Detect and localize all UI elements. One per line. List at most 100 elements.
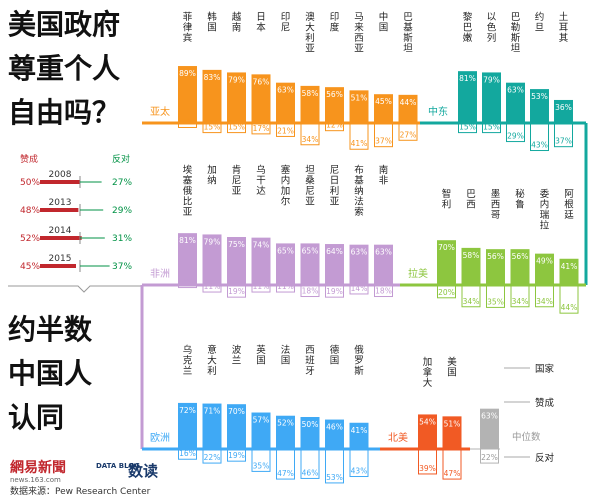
approve-label: 72% [179, 406, 196, 415]
country-africa: 南非 63% 18% [374, 164, 393, 298]
oppose-label: 34% [512, 297, 529, 306]
oppose-bar [227, 448, 246, 462]
trend-approve-bar [40, 208, 79, 212]
approve-label: 63% [507, 86, 524, 95]
country-name: 德国 [330, 344, 340, 367]
approve-label: 63% [351, 248, 368, 257]
oppose-label: 11% [253, 282, 270, 291]
country-latam: 秘鲁 56% 34% [510, 188, 530, 308]
trend-oppose-bar [80, 237, 105, 239]
country-asia: 巴基斯坦 44% 27% [398, 12, 418, 141]
approve-label: 83% [204, 73, 221, 82]
country-name: 日本 [256, 12, 266, 34]
approve-bar [374, 94, 393, 123]
title-question: 美国政府 尊重个人 自由吗？ [8, 8, 120, 129]
approve-bar [458, 71, 477, 123]
oppose-label: 19% [228, 287, 245, 296]
median-oppose-label: 22% [481, 453, 498, 462]
approve-label: 71% [204, 407, 221, 416]
approve-label: 70% [438, 243, 455, 252]
oppose-bar [178, 448, 197, 460]
country-africa: 乌干达 74% 11% [251, 164, 271, 293]
trend-year: 2015 [49, 254, 72, 264]
legend-approve: 赞成 [535, 397, 555, 409]
country-europe: 英国 57% 35% [251, 344, 271, 472]
approve-label: 64% [326, 247, 343, 256]
approve-bar [325, 419, 344, 449]
country-asia: 菲律宾 89% 7% [178, 11, 197, 128]
approve-label: 45% [375, 97, 392, 106]
approve-bar [510, 249, 530, 285]
oppose-label: 22% [204, 453, 221, 462]
approve-label: 79% [228, 75, 245, 84]
oppose-label: 17% [253, 124, 270, 133]
oppose-bar [398, 122, 418, 141]
approve-label: 51% [351, 93, 368, 102]
oppose-label: 39% [419, 464, 436, 473]
country-name: 中国 [379, 11, 389, 34]
oppose-label: 11% [277, 282, 294, 291]
legend-oppose: 反对 [535, 452, 555, 464]
trend-oppose-value: 37% [112, 262, 132, 272]
approve-bar [227, 72, 246, 123]
oppose-label: 18% [302, 287, 319, 296]
country-africa: 布基纳法索 63% 14% [349, 164, 369, 295]
oppose-bar [276, 284, 295, 293]
trend-approve-bar [40, 180, 80, 184]
country-name: 土耳其 [559, 11, 569, 44]
approve-label: 76% [253, 77, 270, 86]
oppose-label: 18% [375, 287, 392, 296]
oppose-bar [535, 284, 554, 308]
oppose-label: 34% [536, 297, 553, 306]
oppose-bar [437, 284, 456, 299]
approve-label: 46% [326, 423, 343, 432]
country-europe: 德国 46% 53% [325, 344, 344, 484]
answer-line-3: 认同 [8, 401, 64, 434]
legend-country: 国家 [535, 363, 555, 375]
country-asia: 日本 76% 17% [251, 12, 271, 135]
approve-label: 75% [228, 240, 245, 249]
country-latam: 智利 70% 20% [437, 188, 456, 299]
oppose-bar [227, 284, 246, 298]
oppose-label: 27% [400, 130, 417, 139]
approve-label: 57% [253, 416, 270, 425]
oppose-label: 15% [228, 123, 245, 132]
oppose-bar [442, 448, 462, 480]
country-latam: 阿根廷 41% 44% [559, 189, 579, 314]
oppose-bar [202, 284, 222, 293]
answer-line-2: 中国人 [8, 357, 92, 390]
approve-bar [418, 414, 437, 449]
approve-bar [251, 74, 271, 123]
approve-label: 56% [326, 90, 343, 99]
oppose-bar [202, 122, 222, 134]
legend-median: 中位数 [512, 431, 541, 443]
section-divider [8, 285, 142, 293]
oppose-bar [349, 284, 369, 295]
trend-approve-bar [40, 264, 76, 268]
approve-bar [276, 243, 295, 285]
country-latam: 墨西哥 56% 35% [486, 189, 505, 308]
region-label-europe: 欧洲 [150, 432, 170, 444]
trend-oppose-value: 29% [112, 206, 132, 216]
oppose-bar [506, 122, 525, 143]
oppose-bar [554, 122, 573, 148]
approve-label: 36% [555, 103, 572, 112]
approve-bar [559, 258, 579, 285]
approve-bar [442, 416, 462, 449]
approve-label: 41% [351, 426, 368, 435]
country-europe: 俄罗斯 41% 43% [349, 344, 369, 478]
oppose-label: 47% [277, 469, 294, 478]
oppose-bar [461, 284, 481, 308]
approve-bar [178, 233, 197, 285]
approve-label: 44% [400, 98, 417, 107]
country-europe: 西班牙 50% 46% [300, 345, 320, 479]
oppose-bar [178, 122, 197, 128]
oppose-bar [178, 284, 197, 289]
oppose-label: 43% [531, 141, 548, 150]
oppose-bar [349, 122, 369, 150]
datablog-logo: DATA BLOG [96, 462, 140, 470]
country-africa: 加纳 79% 11% [202, 165, 222, 293]
median-approve-bar [480, 408, 499, 449]
country-na: 美国 51% 47% [442, 356, 462, 480]
oppose-label: 41% [351, 139, 368, 148]
